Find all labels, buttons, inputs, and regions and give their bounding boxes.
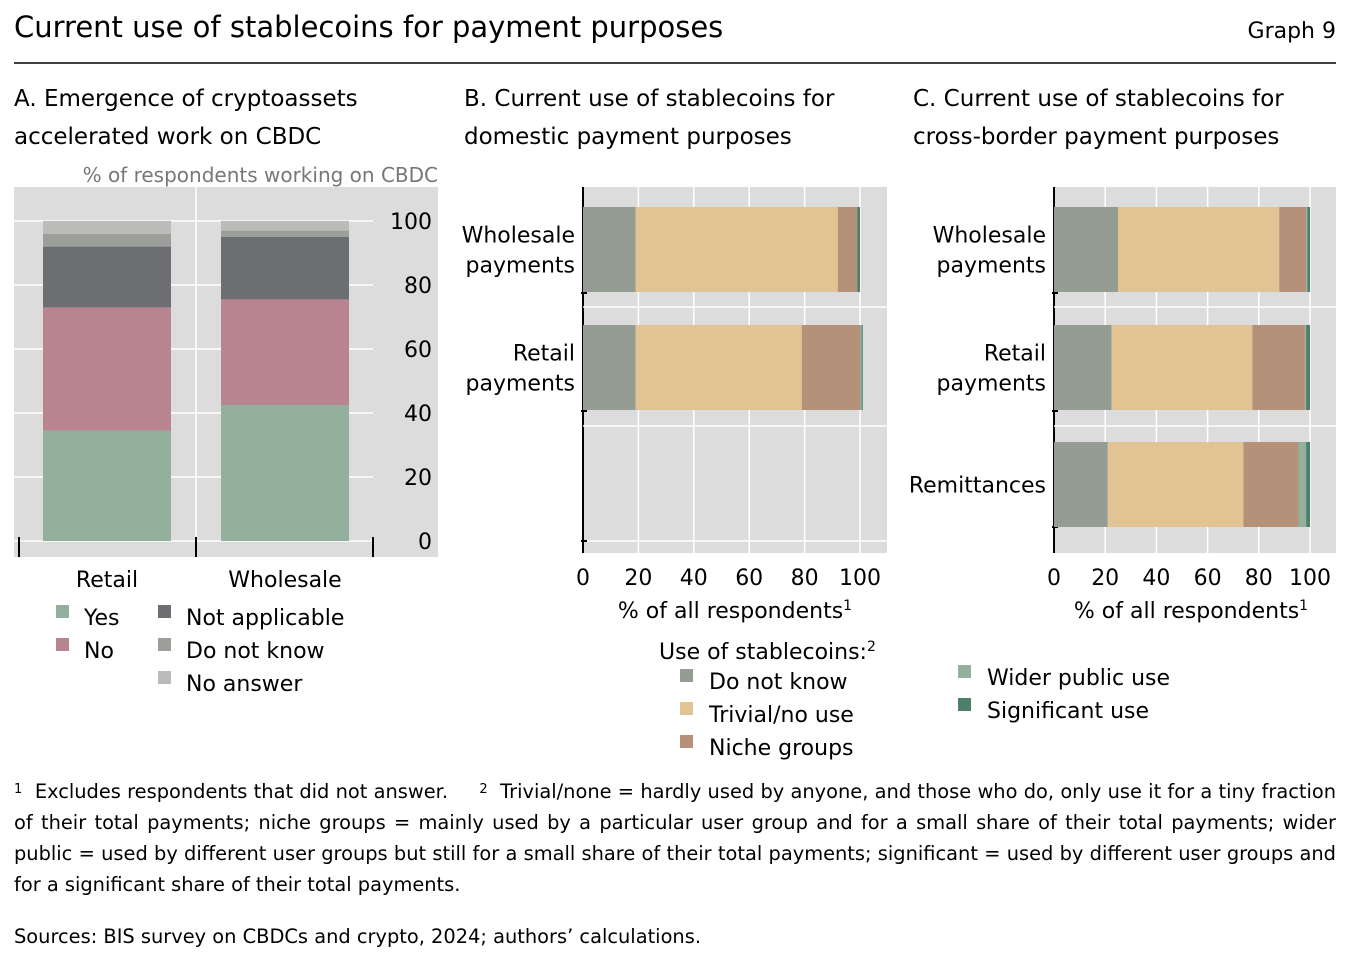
panel-b-legend-label: Niche groups (709, 736, 854, 761)
panel-c-legend-swatch-wider-public-use (958, 665, 971, 678)
panel-a-legend-swatch-no (56, 638, 69, 651)
graph-title: Current use of stablecoins for payment p… (14, 10, 723, 44)
panel-b-x-axis-label: % of all respondents1 (618, 598, 852, 624)
panel-a-legend-swatch-do-not-know (158, 638, 171, 651)
graph-label: Graph 9 (1248, 19, 1336, 44)
panel-c-x-tick-label: 80 (1245, 566, 1273, 591)
panel-a-legend-label: Not applicable (186, 606, 344, 631)
panel-a-bar-retail-not-applicable (43, 246, 171, 308)
sources-note: Sources: BIS survey on CBDCs and crypto,… (14, 925, 701, 948)
panel-a-bar-wholesale-no (221, 299, 349, 405)
panel-b-bar-retail-payments-niche-groups (801, 325, 860, 410)
footnote-2-number: 2 (479, 782, 488, 797)
panel-b-x-tick-label: 80 (791, 566, 819, 591)
panel-a-bar-retail-do-not-know (43, 233, 171, 247)
panel-a-title: A. Emergence of cryptoassets accelerated … (14, 86, 358, 150)
panel-a-x-tick-label: Wholesale (228, 568, 341, 593)
panel-b-bar-wholesale-payments-trivial-no-use (635, 207, 838, 292)
panel-a-legend-label: No answer (186, 672, 303, 697)
panel-c-bar-remittances-trivial-no-use (1107, 442, 1244, 527)
panel-b-x-tick-label: 100 (839, 566, 881, 591)
panel-b-title: B. Current use of stablecoins for domesti… (464, 86, 835, 150)
panel-a-bar-wholesale-no-answer (221, 221, 349, 231)
panel-c-x-tick-label: 20 (1091, 566, 1119, 591)
panel-b-legend-swatch-niche-groups (680, 735, 693, 748)
panel-c-bar-wholesale-payments-wider-public-use (1306, 207, 1308, 292)
panel-a-y-axis-label: % of respondents working on CBDC (83, 163, 438, 187)
panel-b-x-tick-label: 40 (680, 566, 708, 591)
panel-b: B. Current use of stablecoins for domesti… (462, 86, 887, 761)
panel-c-bar-remittances-do-not-know (1054, 442, 1108, 527)
panel-b-x-tick-label: 0 (576, 566, 590, 591)
panel-b-legend-title: Use of stablecoins:2 (659, 639, 876, 665)
panel-c-title: C. Current use of stablecoins for cross-b… (913, 86, 1284, 150)
panel-a-bar-wholesale-do-not-know (221, 230, 349, 237)
panel-a-y-tick-label: 80 (404, 274, 432, 299)
panel-b-bar-wholesale-payments-significant-use (857, 207, 860, 292)
panel-a-bar-retail-no (43, 307, 171, 431)
panel-a-legend-label: Yes (83, 606, 120, 631)
panel-c-x-tick-label: 60 (1194, 566, 1222, 591)
panel-c-category-label: Retail payments (937, 342, 1046, 397)
panel-a-y-tick-label: 100 (390, 210, 432, 235)
graph-9-chart: Current use of stablecoins for payment p… (14, 10, 1336, 761)
panel-b-bar-retail-payments-significant-use (861, 325, 863, 410)
panel-a-x-tick-label: Retail (76, 568, 138, 593)
panel-a-y-tick-label: 0 (418, 530, 432, 555)
panel-b-category-label: Retail payments (466, 342, 575, 397)
footnote-2: Trivial/none = hardly used by anyone, an… (14, 780, 1337, 896)
panel-c-bar-remittances-niche-groups (1243, 442, 1299, 527)
panel-a-bar-wholesale-not-applicable (221, 237, 349, 300)
panel-a-y-tick-label: 60 (404, 338, 432, 363)
footnote-1: Excludes respondents that did not answer… (34, 780, 449, 803)
panel-c-bar-retail-payments-trivial-no-use (1111, 325, 1253, 410)
footnote-1-number: 1 (14, 782, 23, 797)
panel-b-legend-label: Do not know (709, 670, 848, 695)
panel-a: A. Emergence of cryptoassets accelerated … (14, 86, 438, 697)
panel-b-bar-retail-payments-do-not-know (583, 325, 636, 410)
panel-c-category-label: Remittances (909, 474, 1046, 499)
panel-c-bar-retail-payments-significant-use (1306, 325, 1310, 410)
panel-c-bar-retail-payments-do-not-know (1054, 325, 1112, 410)
panel-a-legend-swatch-no-answer (158, 671, 171, 684)
panel-a-y-tick-label: 20 (404, 466, 432, 491)
panel-a-bar-retail-no-answer (43, 221, 171, 234)
panel-b-bar-wholesale-payments-niche-groups (837, 207, 858, 292)
panel-c-bar-wholesale-payments-significant-use (1307, 207, 1310, 292)
panel-c: C. Current use of stablecoins for cross-b… (909, 86, 1336, 724)
panel-a-legend-swatch-not-applicable (158, 605, 171, 618)
panel-c-bar-remittances-wider-public-use (1298, 442, 1307, 527)
panel-c-legend-swatch-significant-use (958, 698, 971, 711)
panel-b-legend-label: Trivial/no use (708, 703, 854, 728)
panel-c-x-tick-label: 0 (1047, 566, 1061, 591)
panel-a-bar-wholesale-yes (221, 405, 349, 541)
panel-c-category-label: Wholesale payments (933, 224, 1046, 279)
panel-a-legend-label: Do not know (186, 639, 325, 664)
panel-a-legend-label: No (84, 639, 114, 664)
panel-b-bar-retail-payments-wider-public-use (860, 325, 862, 410)
panel-c-x-axis-label: % of all respondents1 (1074, 598, 1308, 624)
panel-c-legend-label: Wider public use (987, 666, 1170, 691)
panel-b-legend-swatch-do-not-know (680, 669, 693, 682)
panel-c-bar-wholesale-payments-trivial-no-use (1118, 207, 1280, 292)
panel-a-legend-swatch-yes (56, 605, 69, 618)
panel-c-bar-retail-payments-wider-public-use (1304, 325, 1307, 410)
panel-c-bar-remittances-significant-use (1306, 442, 1310, 527)
panel-b-bar-wholesale-payments-do-not-know (583, 207, 636, 292)
panel-c-bar-wholesale-payments-do-not-know (1054, 207, 1118, 292)
panel-b-x-tick-label: 20 (624, 566, 652, 591)
panel-b-category-label: Wholesale payments (462, 224, 575, 279)
panel-b-x-tick-label: 60 (735, 566, 763, 591)
panel-c-x-tick-label: 40 (1142, 566, 1170, 591)
panel-b-bar-retail-payments-trivial-no-use (635, 325, 802, 410)
panel-c-legend-label: Significant use (987, 699, 1149, 724)
panel-c-bar-retail-payments-niche-groups (1252, 325, 1305, 410)
panel-c-x-tick-label: 100 (1289, 566, 1331, 591)
panel-a-y-tick-label: 40 (404, 402, 432, 427)
panel-b-legend-swatch-trivial-no-use (680, 702, 693, 715)
panel-c-bar-wholesale-payments-niche-groups (1279, 207, 1307, 292)
footnotes: 1 Excludes respondents that did not answ… (14, 776, 1336, 900)
panel-a-bar-retail-yes (43, 430, 171, 541)
